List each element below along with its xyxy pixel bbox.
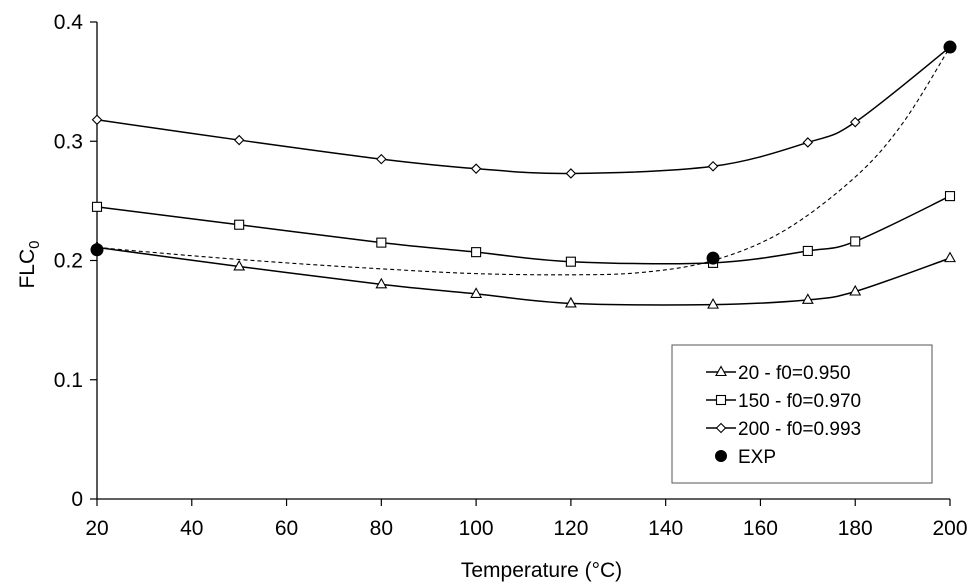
diamond-marker	[849, 116, 861, 128]
exp-point	[706, 251, 720, 265]
diamond-marker	[91, 114, 103, 126]
legend-square-marker	[715, 394, 727, 406]
y-axis-title: FLC0	[16, 240, 43, 288]
diamond-marker	[802, 137, 814, 148]
series-line-diamond	[96, 46, 951, 175]
x-ticks: 20 40 60 80 100 120 140 160 180 200	[85, 499, 968, 540]
square-marker	[91, 201, 103, 212]
square-marker	[471, 247, 482, 258]
diamond-marker	[565, 168, 577, 179]
legend-exp-marker	[715, 450, 727, 462]
legend-label: EXP	[738, 447, 776, 468]
legend-label: 200 - f0=0.993	[738, 419, 861, 440]
series-square	[91, 191, 956, 268]
triangle-marker	[707, 297, 719, 309]
series-layer	[91, 41, 956, 309]
x-tick-label: 140	[648, 517, 683, 540]
diamond-marker	[470, 163, 482, 174]
triangle-marker	[801, 293, 814, 304]
exp-fit-dashed-curve	[96, 46, 951, 276]
triangle-marker	[375, 277, 388, 289]
legend-item-exp: EXP	[715, 447, 776, 468]
series-triangle	[91, 240, 956, 309]
triangle-marker	[470, 287, 483, 298]
y-tick-label: 0.1	[54, 369, 83, 392]
exp-points	[90, 40, 957, 265]
diamond-marker	[233, 134, 245, 146]
triangle-marker	[944, 251, 956, 263]
x-tick-label: 100	[459, 517, 494, 540]
exp-point	[90, 243, 104, 257]
square-marker	[234, 219, 245, 230]
y-tick-label: 0.2	[54, 250, 83, 273]
triangle-marker	[564, 296, 577, 308]
legend-diamond-marker	[715, 422, 727, 434]
legend-triangle-marker	[715, 365, 727, 377]
legend-items: 20 - f0=0.950 150 - f0=0.970 200 - f0=0.99…	[706, 363, 861, 468]
y-tick-label: 0.4	[54, 11, 84, 34]
x-tick-label: 180	[838, 517, 873, 540]
x-tick-label: 40	[180, 517, 203, 540]
legend-label: 20 - f0=0.950	[738, 363, 851, 384]
square-marker	[376, 237, 387, 248]
square-marker	[944, 191, 956, 202]
legend-label: 150 - f0=0.970	[738, 391, 861, 412]
x-tick-label: 200	[932, 517, 967, 540]
series-line-triangle	[96, 246, 951, 306]
triangle-marker	[849, 284, 862, 296]
y-axis-title-subscript: 0	[26, 240, 43, 248]
x-axis-title: Temperature (°C)	[461, 559, 622, 582]
y-tick-label: 0	[71, 488, 83, 511]
x-tick-label: 60	[275, 517, 298, 540]
diamond-marker	[707, 161, 719, 172]
x-tick-label: 160	[743, 517, 778, 540]
plot-area	[90, 40, 957, 309]
triangle-marker	[233, 259, 246, 271]
x-tick-label: 80	[370, 517, 393, 540]
square-marker	[850, 236, 861, 247]
x-tick-label: 120	[553, 517, 588, 540]
exp-point	[943, 40, 957, 54]
series-line-square	[96, 195, 951, 265]
y-tick-label: 0.3	[54, 130, 83, 153]
y-axis-title-main: FLC	[16, 249, 39, 289]
diamond-marker	[376, 153, 387, 165]
legend-item-diamond: 200 - f0=0.993	[706, 419, 861, 440]
square-marker	[802, 245, 813, 257]
legend-item-square: 150 - f0=0.970	[706, 391, 861, 412]
series-diamond	[91, 41, 956, 179]
legend-box	[671, 344, 933, 484]
y-ticks: 0 0.1 0.2 0.3 0.4	[54, 11, 97, 511]
legend: 20 - f0=0.950 150 - f0=0.970 200 - f0=0.99…	[671, 344, 933, 484]
legend-item-triangle: 20 - f0=0.950	[706, 363, 851, 384]
x-tick-label: 20	[85, 517, 108, 540]
square-marker	[565, 256, 576, 267]
